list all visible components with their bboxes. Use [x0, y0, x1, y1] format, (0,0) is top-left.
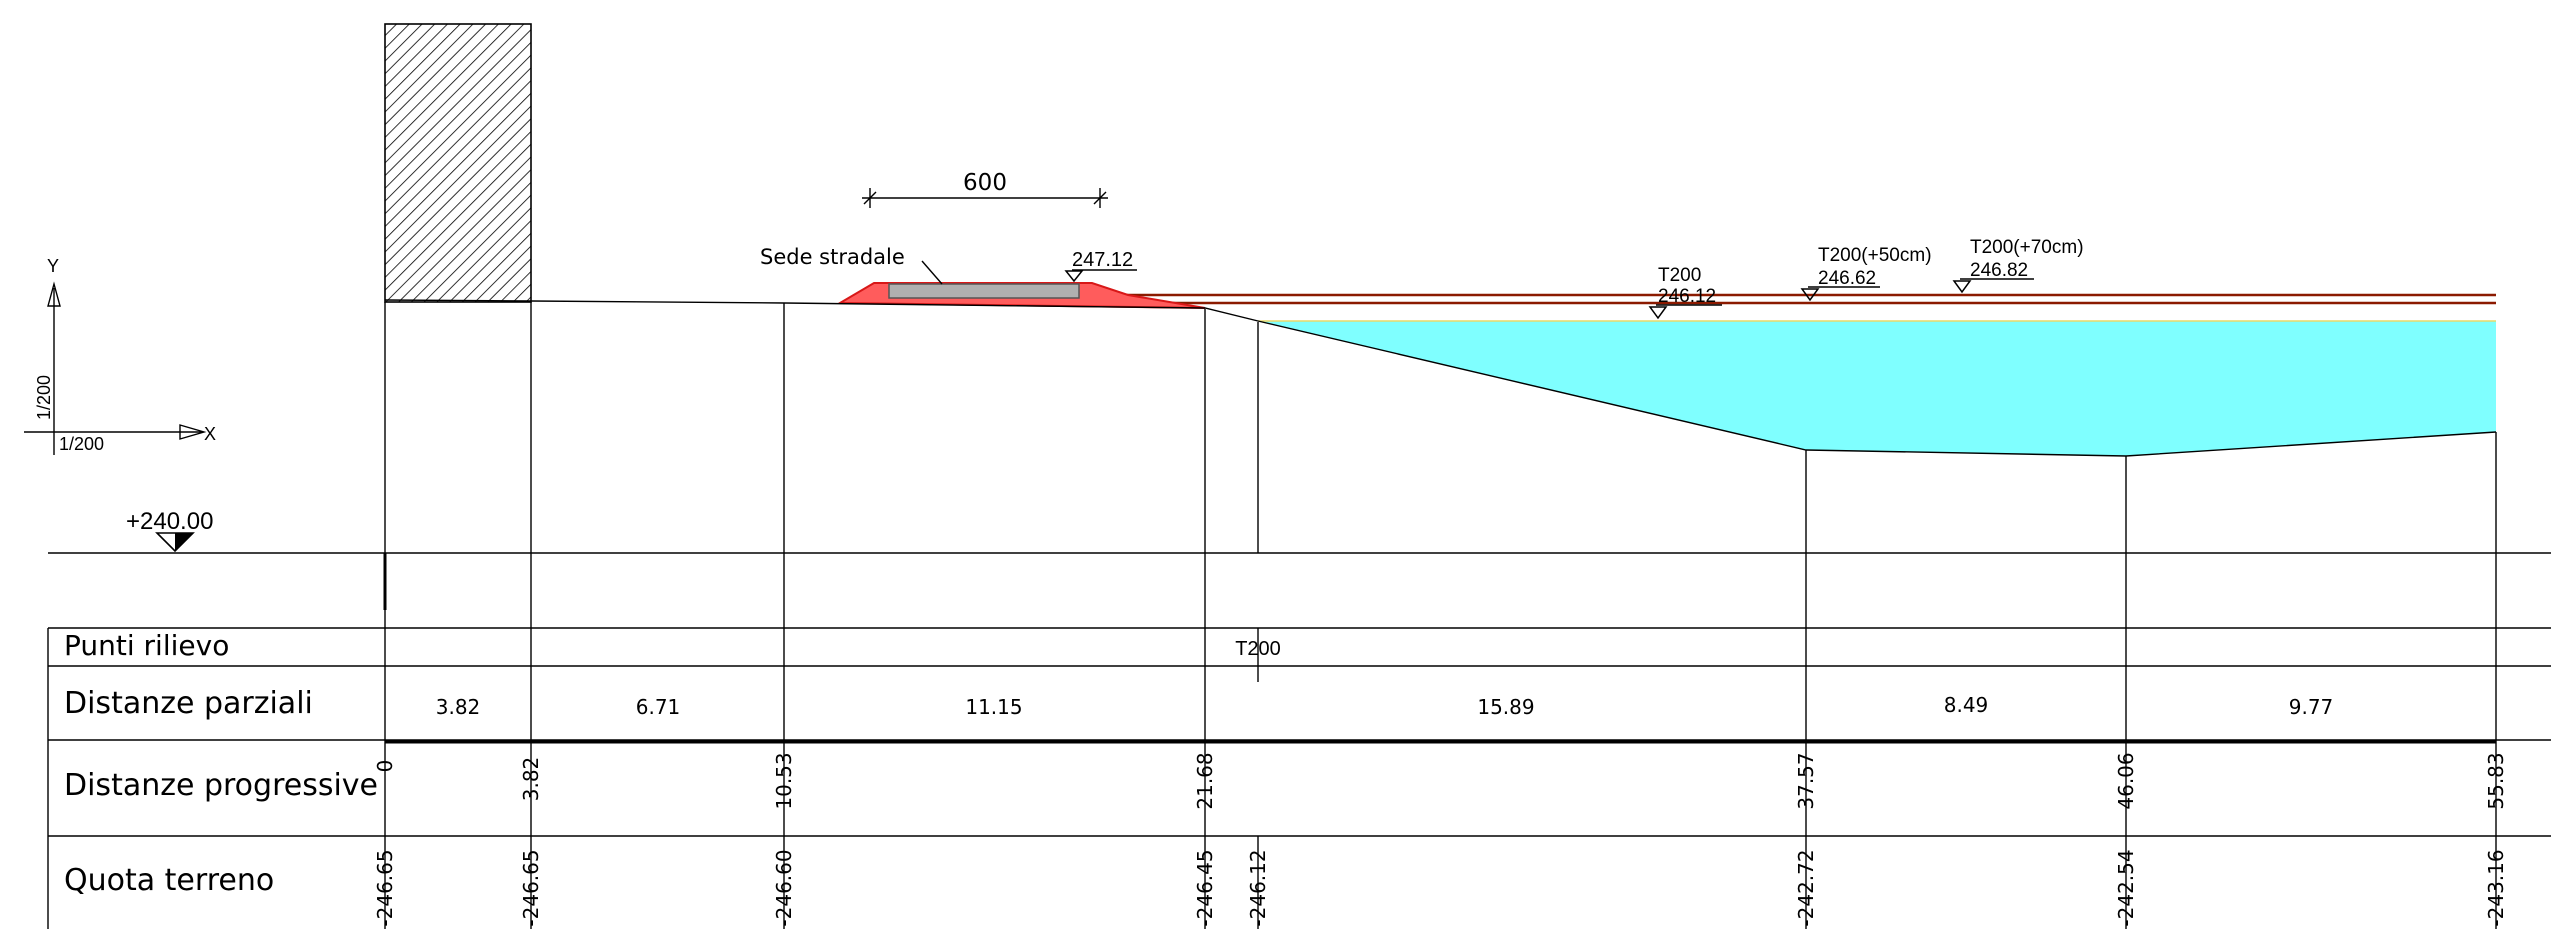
row-label-quota-terreno: Quota terreno	[64, 863, 274, 898]
data-table-grid	[47, 627, 2551, 929]
progressive-distance-cell: 3.82	[519, 757, 543, 802]
water-level-name-t200: T200	[1658, 265, 1701, 286]
row-label-distanze-progressive: Distanze progressive	[64, 768, 378, 803]
axis-symbol	[24, 281, 207, 455]
progressive-distance-row: 0 3.82 10.53 21.68 37.57 46.06 55.83	[373, 752, 2508, 809]
axis-x-label: X	[204, 424, 216, 444]
water-area	[1258, 321, 2496, 456]
partial-distance-cell: 6.71	[636, 695, 681, 719]
water-level-value-t200-70: 246.82	[1970, 260, 2028, 281]
partial-distance-cell: 8.49	[1944, 693, 1989, 717]
ground-elevation-cell: -246.60	[772, 849, 796, 926]
progressive-distance-cell: 10.53	[772, 752, 796, 809]
road-width-label: 600	[963, 170, 1007, 196]
ground-elevation-row: -246.65 -246.65 -246.60 -246.45 -246.12 …	[373, 849, 2508, 926]
progressive-distance-cell: 46.06	[2114, 752, 2138, 809]
progressive-distance-cell: 55.83	[2484, 752, 2508, 809]
water-level-name-t200-70: T200(+70cm)	[1970, 237, 2084, 258]
row-label-punti-rilievo: Punti rilievo	[64, 629, 229, 662]
ground-elevation-cell: -242.54	[2114, 849, 2138, 926]
partial-distance-cell: 3.82	[436, 695, 481, 719]
water-level-marker-t200-50	[1800, 286, 1880, 302]
ground-elevation-cell: -246.65	[519, 849, 543, 926]
water-level-marker-t200	[1648, 304, 1722, 320]
water-level-value-t200: 246.12	[1658, 286, 1716, 307]
progressive-distance-cell: 0	[373, 760, 397, 773]
water-level-value-t200-50: 246.62	[1818, 268, 1876, 289]
ground-elevation-cell: -246.65	[373, 849, 397, 926]
road-paving	[888, 283, 1080, 299]
partial-distance-cell: 15.89	[1477, 695, 1534, 719]
axis-y-label: Y	[47, 256, 59, 276]
water-level-name-t200-50: T200(+50cm)	[1818, 245, 1932, 266]
partial-distance-cell: 11.15	[965, 695, 1022, 719]
datum-label: +240.00	[126, 508, 213, 535]
road-elevation-label: 247.12	[1072, 249, 1133, 271]
water-level-marker-t200-70	[1952, 278, 2034, 294]
ground-profile	[384, 299, 2497, 457]
road-elevation-marker	[1064, 269, 1137, 283]
axis-y-scale: 1/200	[34, 375, 54, 420]
road-label-leader	[921, 260, 943, 285]
ground-elevation-cell: -246.45	[1193, 849, 1217, 926]
road-label: Sede stradale	[760, 245, 905, 269]
section-verticals	[384, 302, 2497, 929]
punti-marker-t200: T200	[1235, 638, 1281, 660]
road-width-dimension	[862, 188, 1108, 208]
progressive-distance-cell: 37.57	[1794, 752, 1818, 809]
building-block	[384, 23, 532, 303]
progressive-distance-cell: 21.68	[1193, 752, 1217, 809]
axis-x-scale: 1/200	[59, 434, 104, 454]
ground-elevation-cell: -243.16	[2484, 849, 2508, 926]
partial-distance-row: 3.82 6.71 11.15 15.89 8.49 9.77	[436, 693, 2334, 719]
ground-elevation-cell: -246.12	[1246, 849, 1270, 926]
row-label-distanze-parziali: Distanze parziali	[64, 686, 313, 721]
partial-distance-cell: 9.77	[2289, 695, 2334, 719]
ground-elevation-cell: -242.72	[1794, 849, 1818, 926]
datum-marker	[155, 532, 195, 553]
